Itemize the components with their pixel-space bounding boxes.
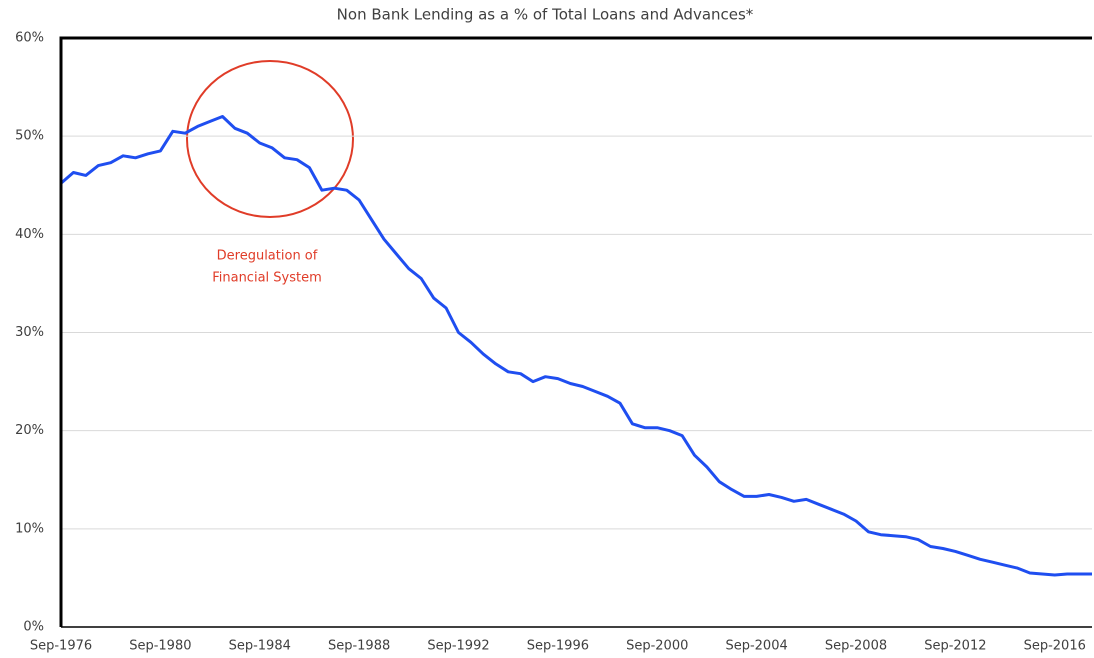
y-tick-label: 50% xyxy=(15,129,44,144)
annotation: Financial System xyxy=(212,271,322,286)
y-tick-label: 30% xyxy=(15,325,44,340)
y-tick-label: 0% xyxy=(23,620,44,635)
annotation: Deregulation of xyxy=(217,249,318,264)
x-tick-label: Sep-1976 xyxy=(30,639,92,654)
chart-title: Non Bank Lending as a % of Total Loans a… xyxy=(337,6,754,24)
x-tick-label: Sep-2012 xyxy=(924,639,986,654)
x-tick-label: Sep-2000 xyxy=(626,639,688,654)
y-tick-label: 40% xyxy=(15,227,44,242)
x-tick-label: Sep-1980 xyxy=(129,639,191,654)
y-tick-label: 60% xyxy=(15,31,44,46)
x-tick-label: Sep-2004 xyxy=(725,639,787,654)
highlight-circle xyxy=(186,60,354,218)
plot-frame xyxy=(59,36,1092,627)
data-line xyxy=(60,115,1092,577)
x-tick-label: Sep-2008 xyxy=(825,639,887,654)
x-tick-label: Sep-1988 xyxy=(328,639,390,654)
x-tick-label: Sep-1984 xyxy=(229,639,291,654)
y-tick-label: 20% xyxy=(15,423,44,438)
y-tick-label: 10% xyxy=(15,521,44,536)
x-tick-label: Sep-1996 xyxy=(527,639,589,654)
x-tick-label: Sep-2016 xyxy=(1024,639,1086,654)
x-tick-label: Sep-1992 xyxy=(427,639,489,654)
